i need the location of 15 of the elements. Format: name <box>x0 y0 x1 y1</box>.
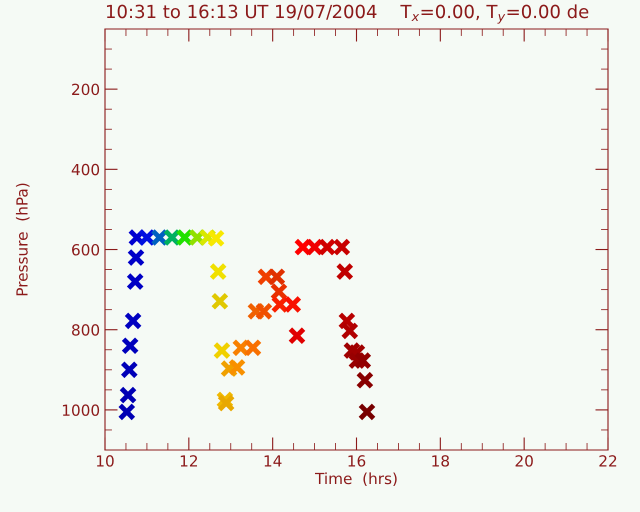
y-tick-label: 600 <box>72 244 100 256</box>
y-axis-title: Pressure (hPa) <box>16 184 30 296</box>
chart-title: 10:31 to 16:13 UT 19/07/2004 T$_{x}$=0.00, T$_{y}$=0.00 de <box>106 4 588 24</box>
y-tick-label: 1000 <box>62 404 100 416</box>
y-tick-label: 200 <box>72 84 100 96</box>
y-tick-label: 800 <box>72 324 100 336</box>
x-tick-label: 14 <box>264 455 282 466</box>
x-tick-label: 20 <box>516 455 533 467</box>
x-tick-label: 18 <box>432 455 450 467</box>
x-tick-label: 22 <box>599 455 616 466</box>
x-axis-title: Time (hrs) <box>314 472 397 486</box>
x-tick-label: 10 <box>96 455 114 467</box>
x-tick-label: 16 <box>348 455 366 467</box>
x-tick-label: 12 <box>180 455 198 466</box>
y-tick-label: 400 <box>72 164 100 176</box>
